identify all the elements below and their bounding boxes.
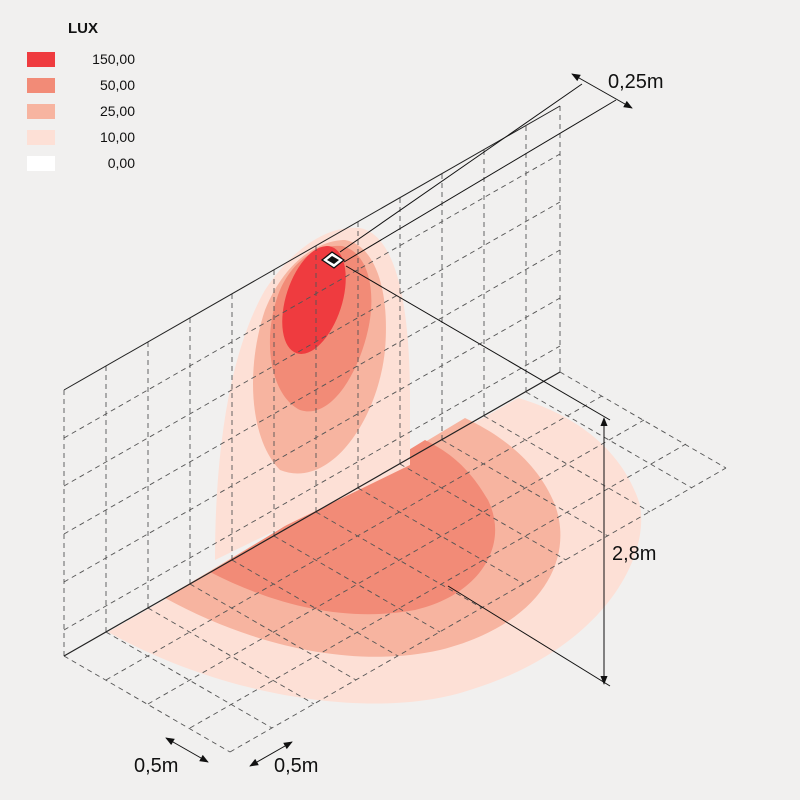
- legend-swatch: [27, 129, 55, 145]
- legend-swatch: [27, 103, 55, 119]
- floor-illuminance: [108, 398, 642, 704]
- floor-zone-50: [210, 440, 496, 615]
- legend-item: 50,00: [27, 72, 135, 98]
- legend-item: 25,00: [27, 98, 135, 124]
- floor-grid: [63, 371, 727, 753]
- legend-item: 10,00: [27, 124, 135, 150]
- room-outline: [63, 105, 561, 657]
- legend-value: 10,00: [99, 129, 135, 145]
- projection-label: 0,25m: [608, 71, 664, 93]
- grid-spacing-label-y: 0,5m: [274, 755, 318, 777]
- legend-item: 0,00: [27, 150, 135, 176]
- legend-swatch: [27, 155, 55, 171]
- legend-value: 150,00: [92, 51, 135, 67]
- wall-illuminance: [215, 227, 410, 560]
- legend-swatch: [27, 51, 55, 67]
- legend-value: 0,00: [107, 155, 135, 171]
- height-label: 2,8m: [612, 543, 656, 565]
- projection-dimension: [339, 73, 633, 263]
- legend-item: 150,00: [27, 46, 135, 72]
- legend-title: LUX: [68, 20, 98, 37]
- luminaire-icon: [320, 251, 346, 269]
- wall-zone-150: [282, 246, 346, 354]
- legend-value: 50,00: [99, 77, 135, 93]
- legend: LUX 150,00 50,00 25,00 10,00 0,00: [27, 20, 135, 176]
- legend-value: 25,00: [99, 103, 135, 119]
- grid-spacing-dimension-y: [249, 741, 293, 767]
- grid-spacing-label-x: 0,5m: [134, 755, 178, 777]
- legend-swatch: [27, 77, 55, 93]
- grid-spacing-dimension-x: [165, 737, 209, 763]
- height-dimension: [345, 265, 611, 687]
